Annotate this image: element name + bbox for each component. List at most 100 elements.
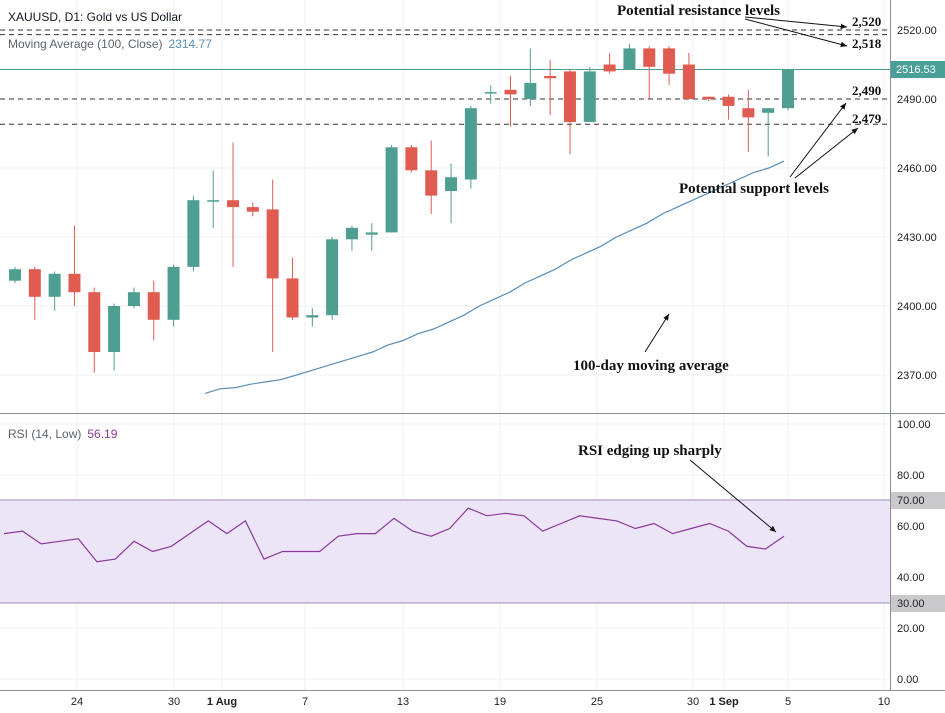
rsi-line <box>3 507 785 563</box>
arrow-resistance-2520 <box>744 16 848 30</box>
candle-body <box>227 200 240 208</box>
candle-body <box>9 269 21 281</box>
rsi-tick-label: 100.00 <box>897 419 931 431</box>
candle-body <box>167 266 180 320</box>
candle-body <box>603 64 616 72</box>
candle-body <box>682 64 695 99</box>
candle-body <box>68 273 81 293</box>
rsi-70-label: 70.00 <box>897 495 925 507</box>
rsi-tick-label: 0.00 <box>897 674 918 686</box>
time-tick-label: 19 <box>494 696 506 708</box>
level-label-2520: 2,520 <box>852 14 881 29</box>
candle-body <box>722 96 735 106</box>
time-tick-label: 24 <box>71 696 83 708</box>
time-tick-label: 7 <box>302 696 308 708</box>
candle-body <box>583 71 596 122</box>
candle-body <box>782 69 794 109</box>
ma-legend-value: 2314.77 <box>168 37 212 51</box>
time-tick-label: 10 <box>878 696 890 708</box>
time-axis-ticks: 24 30 1 Aug 7 13 19 25 30 1 Sep 5 10 <box>71 696 890 708</box>
candle-body <box>326 239 339 316</box>
candle-body <box>405 147 418 171</box>
rsi-tick-label: 40.00 <box>897 572 925 584</box>
rsi-tick-label: 20.00 <box>897 623 925 635</box>
candle-body <box>702 96 715 99</box>
arrow-rsi <box>689 459 777 533</box>
candle-body <box>484 92 497 94</box>
rsi-tick-label: 80.00 <box>897 470 925 482</box>
annotation-ma: 100-day moving average <box>573 358 729 374</box>
level-label-2479: 2,479 <box>852 111 882 126</box>
candle-body <box>187 200 200 267</box>
candle-body <box>306 315 319 318</box>
candle-body <box>207 200 220 202</box>
price-tick-label: 2400.00 <box>897 301 937 313</box>
time-tick-label: 30 <box>687 696 699 708</box>
candle-body <box>742 108 755 118</box>
candle-body <box>524 82 537 99</box>
candle-body <box>345 227 358 240</box>
price-tick-label: 2490.00 <box>897 94 937 106</box>
level-label-2490: 2,490 <box>852 83 881 98</box>
candle-body <box>385 147 398 233</box>
last-price-value: 2516.53 <box>896 64 936 76</box>
rsi-legend-value: 56.19 <box>87 427 118 441</box>
candle-body <box>108 306 121 352</box>
candle-body <box>445 177 458 191</box>
price-tick-label: 2460.00 <box>897 163 937 175</box>
candle-body <box>266 209 279 279</box>
arrow-support-2490 <box>789 102 847 178</box>
rsi-band <box>0 500 890 603</box>
moving-average-line <box>204 160 785 394</box>
candle-body <box>504 89 517 95</box>
arrow-support-2479 <box>794 127 859 179</box>
candle-body <box>762 108 775 113</box>
ma-legend: Moving Average (100, Close) 2314.77 <box>8 37 212 51</box>
candle-body <box>127 292 140 306</box>
candle-body <box>286 278 299 318</box>
candle-body <box>544 76 557 79</box>
candle-body <box>88 292 101 352</box>
candle-body <box>464 108 477 180</box>
candle-body <box>643 48 656 67</box>
candle-body <box>563 71 576 122</box>
time-tick-label: 1 Sep <box>709 696 739 708</box>
candle-body <box>147 292 160 320</box>
annotation-support: Potential support levels <box>679 181 829 197</box>
rsi-30-label-bg <box>891 595 945 612</box>
price-tick-label: 2520.00 <box>897 25 937 37</box>
last-price-badge <box>891 61 945 78</box>
time-tick-label: 30 <box>168 696 180 708</box>
annotation-resistance: Potential resistance levels <box>617 3 780 19</box>
candle-body <box>425 170 438 196</box>
rsi-30-label: 30.00 <box>897 598 925 610</box>
time-tick-label: 1 Aug <box>207 696 237 708</box>
candle-body <box>28 269 41 297</box>
candle-body <box>365 232 378 235</box>
level-label-2518: 2,518 <box>852 36 882 51</box>
candle-body <box>246 207 259 212</box>
symbol-title: XAUUSD, D1: Gold vs US Dollar <box>8 10 183 24</box>
rsi-70-label-bg <box>891 492 945 509</box>
arrow-resistance-2518 <box>744 18 848 48</box>
price-tick-label: 2430.00 <box>897 232 937 244</box>
time-tick-label: 13 <box>397 696 409 708</box>
candle-body <box>663 48 676 74</box>
candle-body <box>48 273 61 297</box>
ma-legend-label: Moving Average (100, Close) <box>8 37 163 51</box>
annotation-arrows <box>644 16 859 533</box>
rsi-legend: RSI (14, Low) 56.19 <box>8 427 117 441</box>
time-tick-label: 5 <box>785 696 791 708</box>
arrow-ma <box>644 313 670 353</box>
candle-body <box>623 48 636 70</box>
candles <box>9 43 794 373</box>
price-tick-label: 2370.00 <box>897 370 937 382</box>
rsi-tick-label: 60.00 <box>897 521 925 533</box>
price-axis-ticks: 2520.00 2490.00 2460.00 2430.00 2400.00 2370.… <box>897 25 937 382</box>
time-tick-label: 25 <box>591 696 603 708</box>
rsi-legend-label: RSI (14, Low) <box>8 427 82 441</box>
level-lines <box>0 29 890 125</box>
rsi-axis-ticks: 100.00 80.00 60.00 40.00 20.00 0.00 <box>897 419 931 686</box>
annotation-rsi: RSI edging up sharply <box>578 443 722 459</box>
